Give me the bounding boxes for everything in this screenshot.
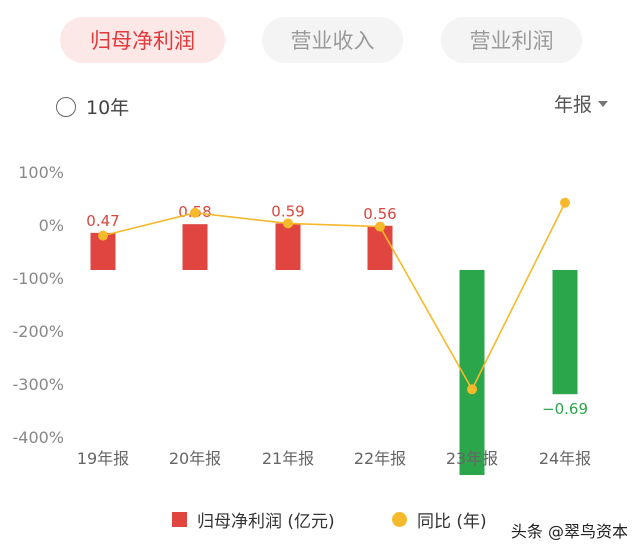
y-tick-label: 0% xyxy=(39,216,64,235)
chevron-down-icon xyxy=(598,100,608,107)
bar-value-label: 0.56 xyxy=(363,205,396,223)
yoy-point xyxy=(467,384,477,395)
bar-value-label: 0.59 xyxy=(271,202,304,220)
range-radio[interactable]: 10年 xyxy=(56,93,129,120)
legend-yoy[interactable]: 同比 (年) xyxy=(392,507,487,532)
y-tick-label: -100% xyxy=(12,269,64,288)
bar xyxy=(367,225,393,270)
tab-revenue[interactable]: 营业收入 xyxy=(262,17,403,63)
legend-net-profit-label: 归母净利润 (亿元) xyxy=(197,512,335,532)
yoy-point xyxy=(560,197,570,208)
x-tick-label: 23年报 xyxy=(446,449,498,468)
y-tick-label: -400% xyxy=(12,428,64,447)
legend-yoy-label: 同比 (年) xyxy=(417,512,487,532)
tab-net-profit[interactable]: 归母净利润 xyxy=(60,17,225,63)
bar xyxy=(275,223,301,270)
period-select[interactable]: 年报 xyxy=(554,90,608,117)
y-tick-label: -300% xyxy=(12,375,64,394)
legend-bar-swatch xyxy=(172,512,187,527)
bar-value-label: −0.69 xyxy=(542,400,588,418)
y-tick-label: -200% xyxy=(12,322,64,341)
yoy-point xyxy=(283,218,293,229)
x-tick-label: 21年报 xyxy=(262,449,314,468)
tab-operating-profit[interactable]: 营业利润 xyxy=(441,17,582,63)
range-radio-label: 10年 xyxy=(86,97,130,119)
x-tick-label: 20年报 xyxy=(169,449,221,468)
profit-chart: 100%0%-100%-200%-300%-400%0.470.580.590.… xyxy=(12,163,591,475)
yoy-point xyxy=(98,230,108,241)
y-tick-label: 100% xyxy=(18,163,64,182)
bar xyxy=(552,270,578,395)
radio-circle-icon xyxy=(56,96,76,117)
legend-net-profit[interactable]: 归母净利润 (亿元) xyxy=(172,507,335,532)
x-tick-label: 24年报 xyxy=(539,449,591,468)
period-select-label: 年报 xyxy=(553,94,592,116)
bar-value-label: 0.47 xyxy=(86,212,119,230)
yoy-line xyxy=(102,202,566,392)
bar xyxy=(182,224,208,270)
x-tick-label: 22年报 xyxy=(354,449,406,468)
yoy-point xyxy=(190,207,200,218)
watermark: 头条 @翠鸟资本 xyxy=(510,522,628,541)
legend-dot-swatch xyxy=(392,512,407,527)
yoy-point xyxy=(375,221,385,232)
x-tick-label: 19年报 xyxy=(77,449,129,468)
